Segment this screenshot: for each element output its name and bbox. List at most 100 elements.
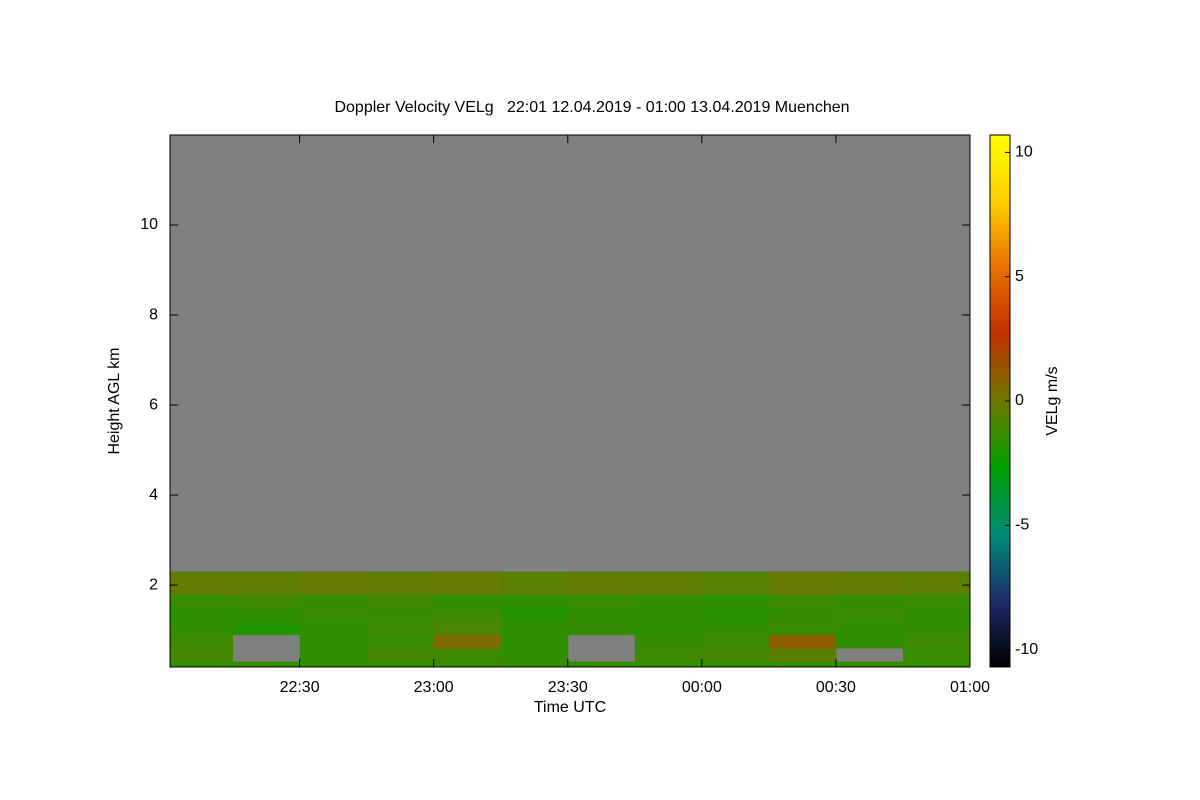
heatmap-cell xyxy=(170,648,234,663)
heatmap-cell xyxy=(299,607,368,622)
heatmap-cell xyxy=(902,621,971,636)
heatmap-cell xyxy=(701,661,770,668)
y-tick-label: 4 xyxy=(149,486,158,503)
heatmap-cell xyxy=(500,594,569,609)
colorbar-label: VELg m/s xyxy=(1044,366,1061,435)
heatmap-cell xyxy=(835,621,904,636)
chart-title: Doppler Velocity VELg 22:01 12.04.2019 -… xyxy=(334,99,849,116)
heatmap-cell xyxy=(768,607,837,622)
heatmap-cell xyxy=(433,661,502,668)
heatmap-cell xyxy=(567,607,636,622)
colorbar-tick-label: -5 xyxy=(1015,517,1029,534)
colorbar-tick-label: 5 xyxy=(1015,268,1024,285)
heatmap-cell xyxy=(634,571,703,595)
heatmap-cell xyxy=(835,594,904,609)
heatmap-cell xyxy=(433,594,502,609)
heatmap-cell xyxy=(768,594,837,609)
heatmap-cell xyxy=(768,648,837,663)
heatmap-cell xyxy=(299,571,368,595)
heatmap-cell xyxy=(299,621,368,636)
heatmap-cell xyxy=(366,571,435,595)
x-tick-label: 23:00 xyxy=(414,679,454,696)
colorbar-tick-label: -10 xyxy=(1015,641,1038,658)
heatmap-cell xyxy=(232,594,301,609)
heatmap-cell xyxy=(500,571,569,595)
heatmap-cell xyxy=(366,661,435,668)
heatmap-cell xyxy=(768,571,837,595)
heatmap-cell xyxy=(634,648,703,663)
heatmap-cell xyxy=(366,607,435,622)
heatmap-cell xyxy=(366,648,435,663)
heatmap-cell xyxy=(170,571,234,595)
heatmap-cell xyxy=(835,634,904,649)
heatmap-cell xyxy=(299,661,368,668)
heatmap-cell xyxy=(366,594,435,609)
heatmap-cell xyxy=(433,571,502,595)
heatmap-cell xyxy=(701,594,770,609)
x-tick-label: 00:30 xyxy=(816,679,856,696)
heatmap-cell xyxy=(768,634,837,649)
heatmap-cell xyxy=(701,571,770,595)
heatmap-cell xyxy=(299,634,368,649)
x-tick-label: 01:00 xyxy=(950,679,990,696)
heatmap-cell xyxy=(232,571,301,595)
heatmap-cell xyxy=(299,648,368,663)
heatmap-cell xyxy=(634,621,703,636)
heatmap-cell xyxy=(634,634,703,649)
heatmap-cell xyxy=(701,648,770,663)
heatmap-cell xyxy=(902,634,971,649)
heatmap-cell xyxy=(433,607,502,622)
heatmap-cell xyxy=(170,594,234,609)
y-tick-label: 2 xyxy=(149,576,158,593)
heatmap-cell xyxy=(701,634,770,649)
heatmap-cell xyxy=(835,607,904,622)
heatmap-cell xyxy=(701,621,770,636)
heatmap-cell xyxy=(768,621,837,636)
heatmap-cell xyxy=(768,661,837,668)
heatmap-cell xyxy=(567,571,636,595)
heatmap-cell xyxy=(170,661,234,668)
heatmap-cell xyxy=(500,607,569,622)
heatmap-cell xyxy=(634,661,703,668)
heatmap-cell xyxy=(567,594,636,609)
heatmap-cell xyxy=(835,661,904,668)
heatmap-cell xyxy=(170,634,234,649)
heatmap-cell xyxy=(835,571,904,595)
heatmap-cell xyxy=(433,634,502,649)
colorbar-tick-label: 0 xyxy=(1015,392,1024,409)
heatmap-cell xyxy=(433,648,502,663)
y-tick-label: 8 xyxy=(149,306,158,323)
heatmap-cell xyxy=(232,607,301,622)
heatmap-cell xyxy=(500,661,569,668)
heatmap-cell xyxy=(366,634,435,649)
heatmap-cell xyxy=(567,621,636,636)
heatmap-cell xyxy=(902,607,971,622)
plot-frame xyxy=(169,134,971,668)
heatmap-cell xyxy=(170,607,234,622)
colorbar-tick-label: 10 xyxy=(1015,144,1033,161)
y-tick-label: 10 xyxy=(140,216,158,233)
heatmap-cell xyxy=(299,594,368,609)
heatmap-cell xyxy=(232,621,301,636)
heatmap-cell xyxy=(232,661,301,668)
heatmap-cell xyxy=(902,648,971,663)
x-tick-label: 00:00 xyxy=(682,679,722,696)
heatmap-cell xyxy=(567,661,636,668)
x-axis-label: Time UTC xyxy=(534,699,606,716)
heatmap-cell xyxy=(500,621,569,636)
heatmap-cell xyxy=(701,607,770,622)
heatmap-cell xyxy=(433,621,502,636)
heatmap-cell xyxy=(902,661,971,668)
heatmap-cell xyxy=(500,648,569,663)
heatmap-cell xyxy=(634,594,703,609)
x-tick-label: 22:30 xyxy=(280,679,320,696)
heatmap-cell xyxy=(634,607,703,622)
heatmap-cell xyxy=(902,594,971,609)
heatmap-cell xyxy=(366,621,435,636)
y-tick-label: 6 xyxy=(149,396,158,413)
heatmap-cell xyxy=(170,621,234,636)
x-tick-label: 23:30 xyxy=(548,679,588,696)
heatmap-cell xyxy=(500,634,569,649)
heatmap-cell xyxy=(902,571,971,595)
